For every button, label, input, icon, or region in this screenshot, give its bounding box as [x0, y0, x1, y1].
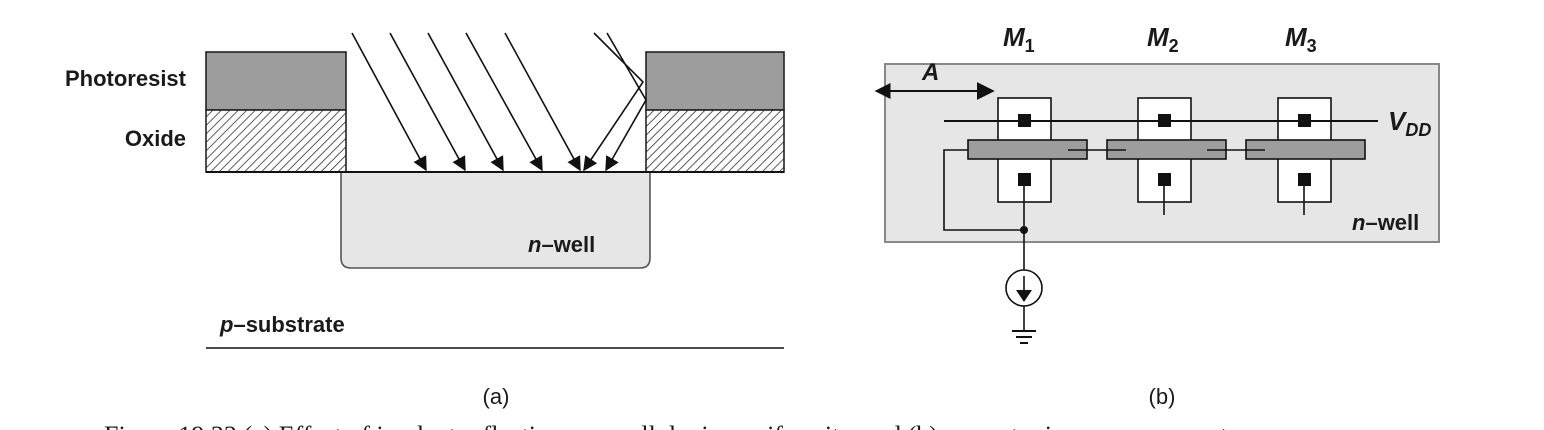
- substrate-label: p–substrate: [219, 312, 345, 337]
- m3-label: M3: [1285, 22, 1317, 56]
- reflected-arrow: [605, 32, 647, 172]
- contact: [1158, 114, 1171, 127]
- oxide-label: Oxide: [125, 126, 186, 151]
- implant-arrow: [389, 32, 466, 172]
- implant-arrow: [427, 32, 504, 172]
- oxide-left: [205, 109, 347, 173]
- junction-dot: [1020, 226, 1028, 234]
- implant-arrow: [504, 32, 581, 172]
- distance-label: A: [921, 59, 939, 86]
- contact: [1298, 114, 1311, 127]
- nwell-label-a: n–well: [528, 232, 595, 257]
- reflected-arrow: [583, 32, 645, 172]
- vdd-label: VDD: [1388, 106, 1431, 140]
- nwell-label-b: n–well: [1352, 210, 1419, 235]
- m1-label: M1: [1003, 22, 1035, 56]
- contact: [1018, 173, 1031, 186]
- oxide-right: [645, 109, 785, 173]
- photoresist-left: [205, 51, 347, 111]
- panel-b: A M1 M2 M3 VDD n–well (b): [874, 22, 1440, 409]
- caption-a: (a): [483, 384, 510, 409]
- diode-connection: [943, 149, 1024, 231]
- contact: [1298, 173, 1311, 186]
- nwell-region: [340, 171, 651, 269]
- implant-arrow: [351, 32, 427, 172]
- photoresist-label: Photoresist: [65, 66, 187, 91]
- contact: [1158, 173, 1171, 186]
- photoresist-right: [645, 51, 785, 111]
- caption-b: (b): [1149, 384, 1176, 409]
- contact: [1018, 114, 1031, 127]
- implant-arrow: [465, 32, 543, 172]
- panel-a: Photoresist Oxide n–well p–substrate (a): [65, 32, 785, 409]
- m2-label: M2: [1147, 22, 1179, 56]
- current-source-arrowhead: [1016, 290, 1032, 302]
- figure-caption: Figure 19.33 (a) Effect of implant refle…: [104, 421, 1234, 430]
